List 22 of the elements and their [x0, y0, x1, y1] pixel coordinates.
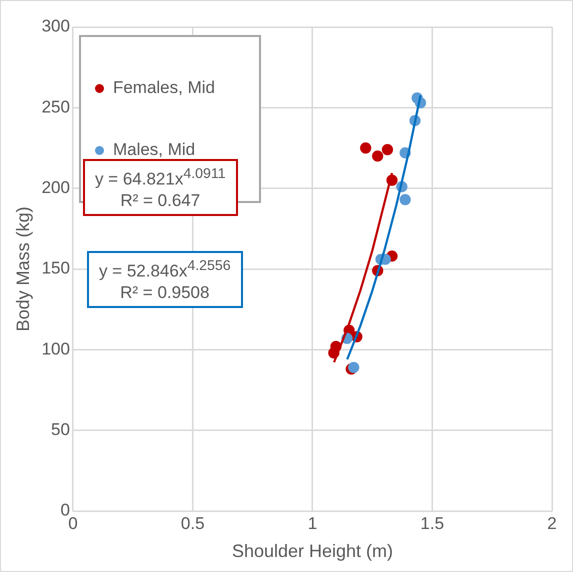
x-tick-label: 0.5: [180, 514, 205, 533]
y-axis-title: Body Mass (kg): [12, 206, 33, 332]
y-tick-label: 0: [60, 500, 70, 520]
y-tick-label: 300: [42, 16, 70, 36]
point: [360, 142, 372, 154]
x-axis-title: Shoulder Height (m): [232, 541, 394, 562]
point: [372, 150, 384, 162]
x-tick-label: 2: [547, 514, 557, 533]
point: [400, 194, 411, 206]
annotation: y = 52.846x$^{4.2556}$ R² = 0.9508: [86, 251, 243, 308]
x-tick-label: 1.5: [420, 514, 444, 533]
legend-label: Males, Mid: [112, 140, 196, 160]
annotation: y = 64.821x$^{4.0911}$ R² = 0.647: [82, 159, 238, 216]
y-tick-label: 150: [42, 258, 70, 278]
point: [382, 144, 394, 156]
y-tick-label: 50: [51, 420, 70, 440]
x-tick-label: 1: [308, 514, 318, 533]
point: [348, 362, 360, 374]
y-tick-label: 250: [42, 97, 70, 116]
y-tick-label: 200: [42, 178, 70, 198]
y-tick-label: 100: [42, 339, 70, 358]
legend-label: Females, Mid: [112, 78, 215, 98]
